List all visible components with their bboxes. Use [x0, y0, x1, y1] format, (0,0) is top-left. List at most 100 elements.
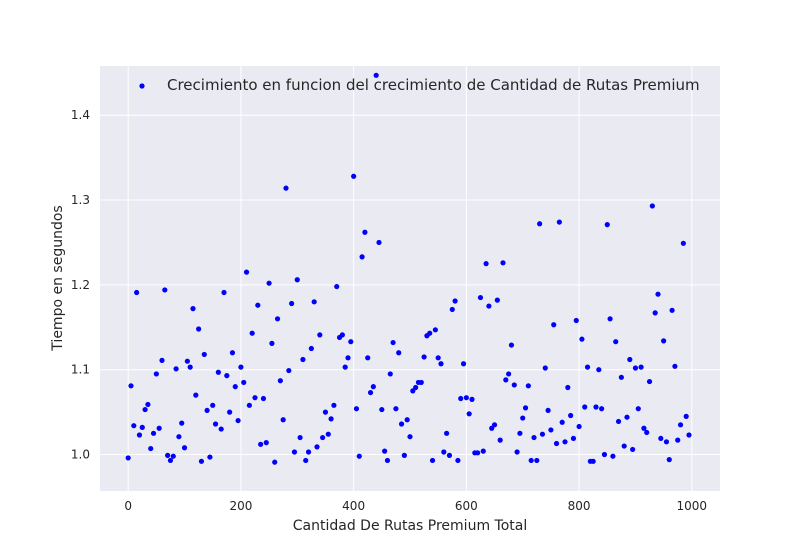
data-point: [190, 306, 196, 312]
x-tick-label: 400: [342, 499, 365, 513]
data-point: [539, 431, 546, 437]
data-point: [483, 261, 489, 267]
data-point: [551, 322, 557, 328]
data-point: [562, 439, 568, 445]
data-point: [131, 423, 137, 429]
data-point: [376, 239, 382, 246]
data-point: [159, 357, 165, 363]
legend-label: Crecimiento en funcion del crecimiento d…: [167, 76, 700, 94]
data-point: [289, 300, 295, 307]
data-point: [379, 406, 385, 413]
x-tick-label: 0: [124, 499, 132, 513]
data-point: [545, 407, 551, 414]
data-point: [658, 435, 664, 442]
data-point: [624, 414, 630, 420]
data-point: [610, 453, 616, 459]
data-point: [449, 306, 455, 313]
data-point: [537, 221, 543, 227]
data-point: [652, 310, 658, 316]
data-point: [382, 448, 388, 454]
data-point: [367, 389, 374, 396]
data-point: [477, 294, 484, 301]
data-point: [370, 384, 376, 390]
data-point: [641, 425, 647, 431]
data-point: [373, 72, 379, 78]
data-point: [258, 441, 264, 447]
data-point: [579, 336, 585, 342]
data-point: [348, 339, 354, 345]
data-point: [269, 340, 275, 346]
data-point: [212, 421, 219, 427]
data-point: [630, 446, 636, 453]
data-point: [173, 366, 179, 372]
data-point: [646, 378, 653, 385]
data-point: [235, 417, 241, 424]
data-point: [398, 421, 405, 427]
data-point: [618, 374, 624, 380]
data-point: [204, 407, 210, 414]
data-point: [593, 404, 599, 410]
data-point: [331, 402, 337, 408]
data-point: [145, 401, 151, 408]
y-tick-label: 1.0: [71, 448, 90, 462]
data-point: [508, 342, 515, 348]
data-point: [170, 453, 176, 459]
data-point: [675, 437, 681, 443]
data-point: [528, 457, 534, 464]
data-point: [421, 354, 427, 360]
data-point: [303, 457, 309, 464]
data-point: [266, 280, 272, 286]
x-tick-labels: 0 200 400 600 800 1000: [124, 499, 707, 513]
data-point: [196, 326, 202, 332]
data-point: [215, 369, 221, 375]
data-point: [407, 434, 413, 440]
data-point: [413, 384, 419, 391]
data-point: [686, 432, 692, 438]
data-point: [193, 392, 199, 398]
data-point: [500, 260, 506, 266]
data-point: [460, 361, 467, 367]
data-point: [300, 356, 306, 363]
data-point: [599, 406, 605, 412]
data-point: [362, 229, 368, 235]
data-point: [339, 332, 345, 338]
data-point: [669, 307, 675, 313]
data-point: [672, 363, 678, 369]
data-point: [243, 269, 250, 275]
data-point: [601, 451, 608, 458]
data-point: [148, 445, 154, 452]
data-point: [418, 379, 424, 386]
data-point: [136, 432, 143, 438]
data-point: [604, 222, 610, 228]
data-point: [286, 367, 292, 374]
data-point: [452, 298, 458, 304]
data-point: [677, 422, 684, 428]
data-point: [317, 332, 323, 338]
data-point: [573, 317, 579, 324]
data-points: [125, 72, 692, 465]
data-point: [466, 411, 472, 417]
x-tick-label: 800: [568, 499, 591, 513]
data-point: [272, 459, 278, 465]
data-point: [666, 457, 672, 463]
data-point: [446, 452, 453, 458]
data-point: [615, 418, 622, 425]
data-point: [632, 365, 639, 371]
data-point: [150, 430, 157, 436]
data-point: [429, 457, 436, 464]
data-point: [165, 452, 171, 458]
data-point: [520, 415, 526, 421]
y-tick-label: 1.1: [71, 363, 90, 377]
data-point: [576, 423, 582, 430]
data-point: [263, 440, 269, 446]
data-point: [181, 445, 188, 451]
data-point: [613, 339, 619, 345]
data-point: [359, 254, 365, 260]
data-point: [638, 364, 644, 370]
data-point: [167, 457, 174, 464]
data-point: [345, 355, 351, 361]
x-tick-label: 200: [229, 499, 252, 513]
data-point: [305, 449, 312, 455]
data-point: [176, 434, 182, 440]
data-point: [438, 361, 444, 367]
